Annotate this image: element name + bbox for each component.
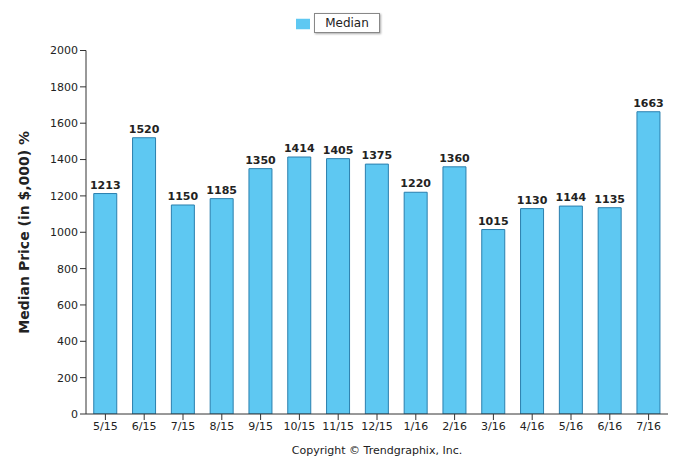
svg-text:1/16: 1/16 (403, 420, 428, 433)
svg-text:11/15: 11/15 (322, 420, 354, 433)
svg-text:400: 400 (57, 335, 78, 348)
svg-text:5/16: 5/16 (559, 420, 584, 433)
svg-text:1135: 1135 (594, 193, 625, 206)
svg-text:7/16: 7/16 (636, 420, 661, 433)
svg-text:1375: 1375 (362, 149, 393, 162)
svg-text:0: 0 (71, 408, 78, 421)
svg-text:200: 200 (57, 372, 78, 385)
svg-text:4/16: 4/16 (520, 420, 545, 433)
svg-text:1360: 1360 (439, 152, 470, 165)
svg-text:600: 600 (57, 299, 78, 312)
svg-text:12/15: 12/15 (361, 420, 393, 433)
svg-text:2/16: 2/16 (442, 420, 467, 433)
svg-text:1150: 1150 (168, 190, 199, 203)
svg-text:6/16: 6/16 (597, 420, 622, 433)
svg-text:3/16: 3/16 (481, 420, 506, 433)
svg-text:8/15: 8/15 (209, 420, 234, 433)
svg-text:7/15: 7/15 (171, 420, 196, 433)
svg-text:1213: 1213 (90, 179, 121, 192)
svg-text:5/15: 5/15 (93, 420, 118, 433)
svg-text:10/15: 10/15 (284, 420, 316, 433)
svg-text:1015: 1015 (478, 215, 509, 228)
svg-text:1144: 1144 (556, 191, 587, 204)
svg-text:Copyright © Trendgraphix, Inc.: Copyright © Trendgraphix, Inc. (292, 444, 462, 457)
svg-text:1185: 1185 (206, 184, 237, 197)
svg-text:1520: 1520 (129, 123, 160, 136)
svg-text:1130: 1130 (517, 194, 548, 207)
html-text:Median: Median (325, 16, 369, 30)
svg-text:6/15: 6/15 (132, 420, 157, 433)
svg-text:1600: 1600 (50, 117, 78, 130)
svg-text:1200: 1200 (50, 190, 78, 203)
svg-text:1405: 1405 (323, 144, 354, 157)
svg-text:1400: 1400 (50, 153, 78, 166)
svg-text:1220: 1220 (400, 177, 431, 190)
svg-text:1350: 1350 (245, 154, 276, 167)
svg-text:1663: 1663 (633, 97, 664, 110)
svg-text:800: 800 (57, 263, 78, 276)
svg-text:1000: 1000 (50, 226, 78, 239)
svg-text:1800: 1800 (50, 81, 78, 94)
svg-text:1414: 1414 (284, 142, 315, 155)
svg-text:2000: 2000 (50, 44, 78, 57)
svg-text:9/15: 9/15 (248, 420, 273, 433)
svg-text:Median Price (in $,000) %: Median Price (in $,000) % (16, 131, 32, 334)
